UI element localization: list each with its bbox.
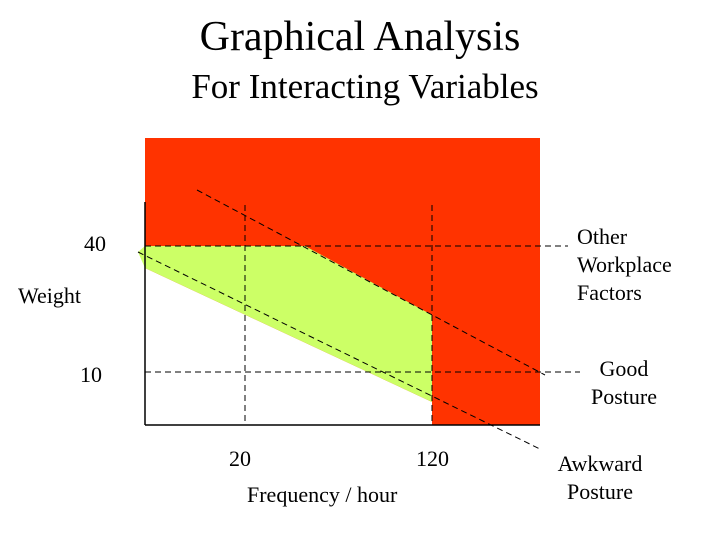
- slide-subtitle: For Interacting Variables: [191, 67, 539, 106]
- awkward-posture-line: [137, 251, 543, 451]
- x-tick-120: 120: [416, 446, 449, 471]
- good-posture-label: Good Posture: [591, 356, 657, 409]
- slide-title: Graphical Analysis: [199, 14, 521, 60]
- y-tick-10: 10: [80, 362, 102, 387]
- awkward-posture-label: Awkward Posture: [557, 451, 643, 504]
- y-axis-label: Weight: [18, 283, 81, 308]
- y-tick-40: 40: [84, 231, 106, 256]
- safe-region: [145, 268, 432, 425]
- other-factors-line: [196, 189, 546, 376]
- x-axis-label: Frequency / hour: [247, 482, 398, 507]
- x-tick-20: 20: [229, 446, 251, 471]
- other-factors-label: Other Workplace Factors: [577, 224, 672, 305]
